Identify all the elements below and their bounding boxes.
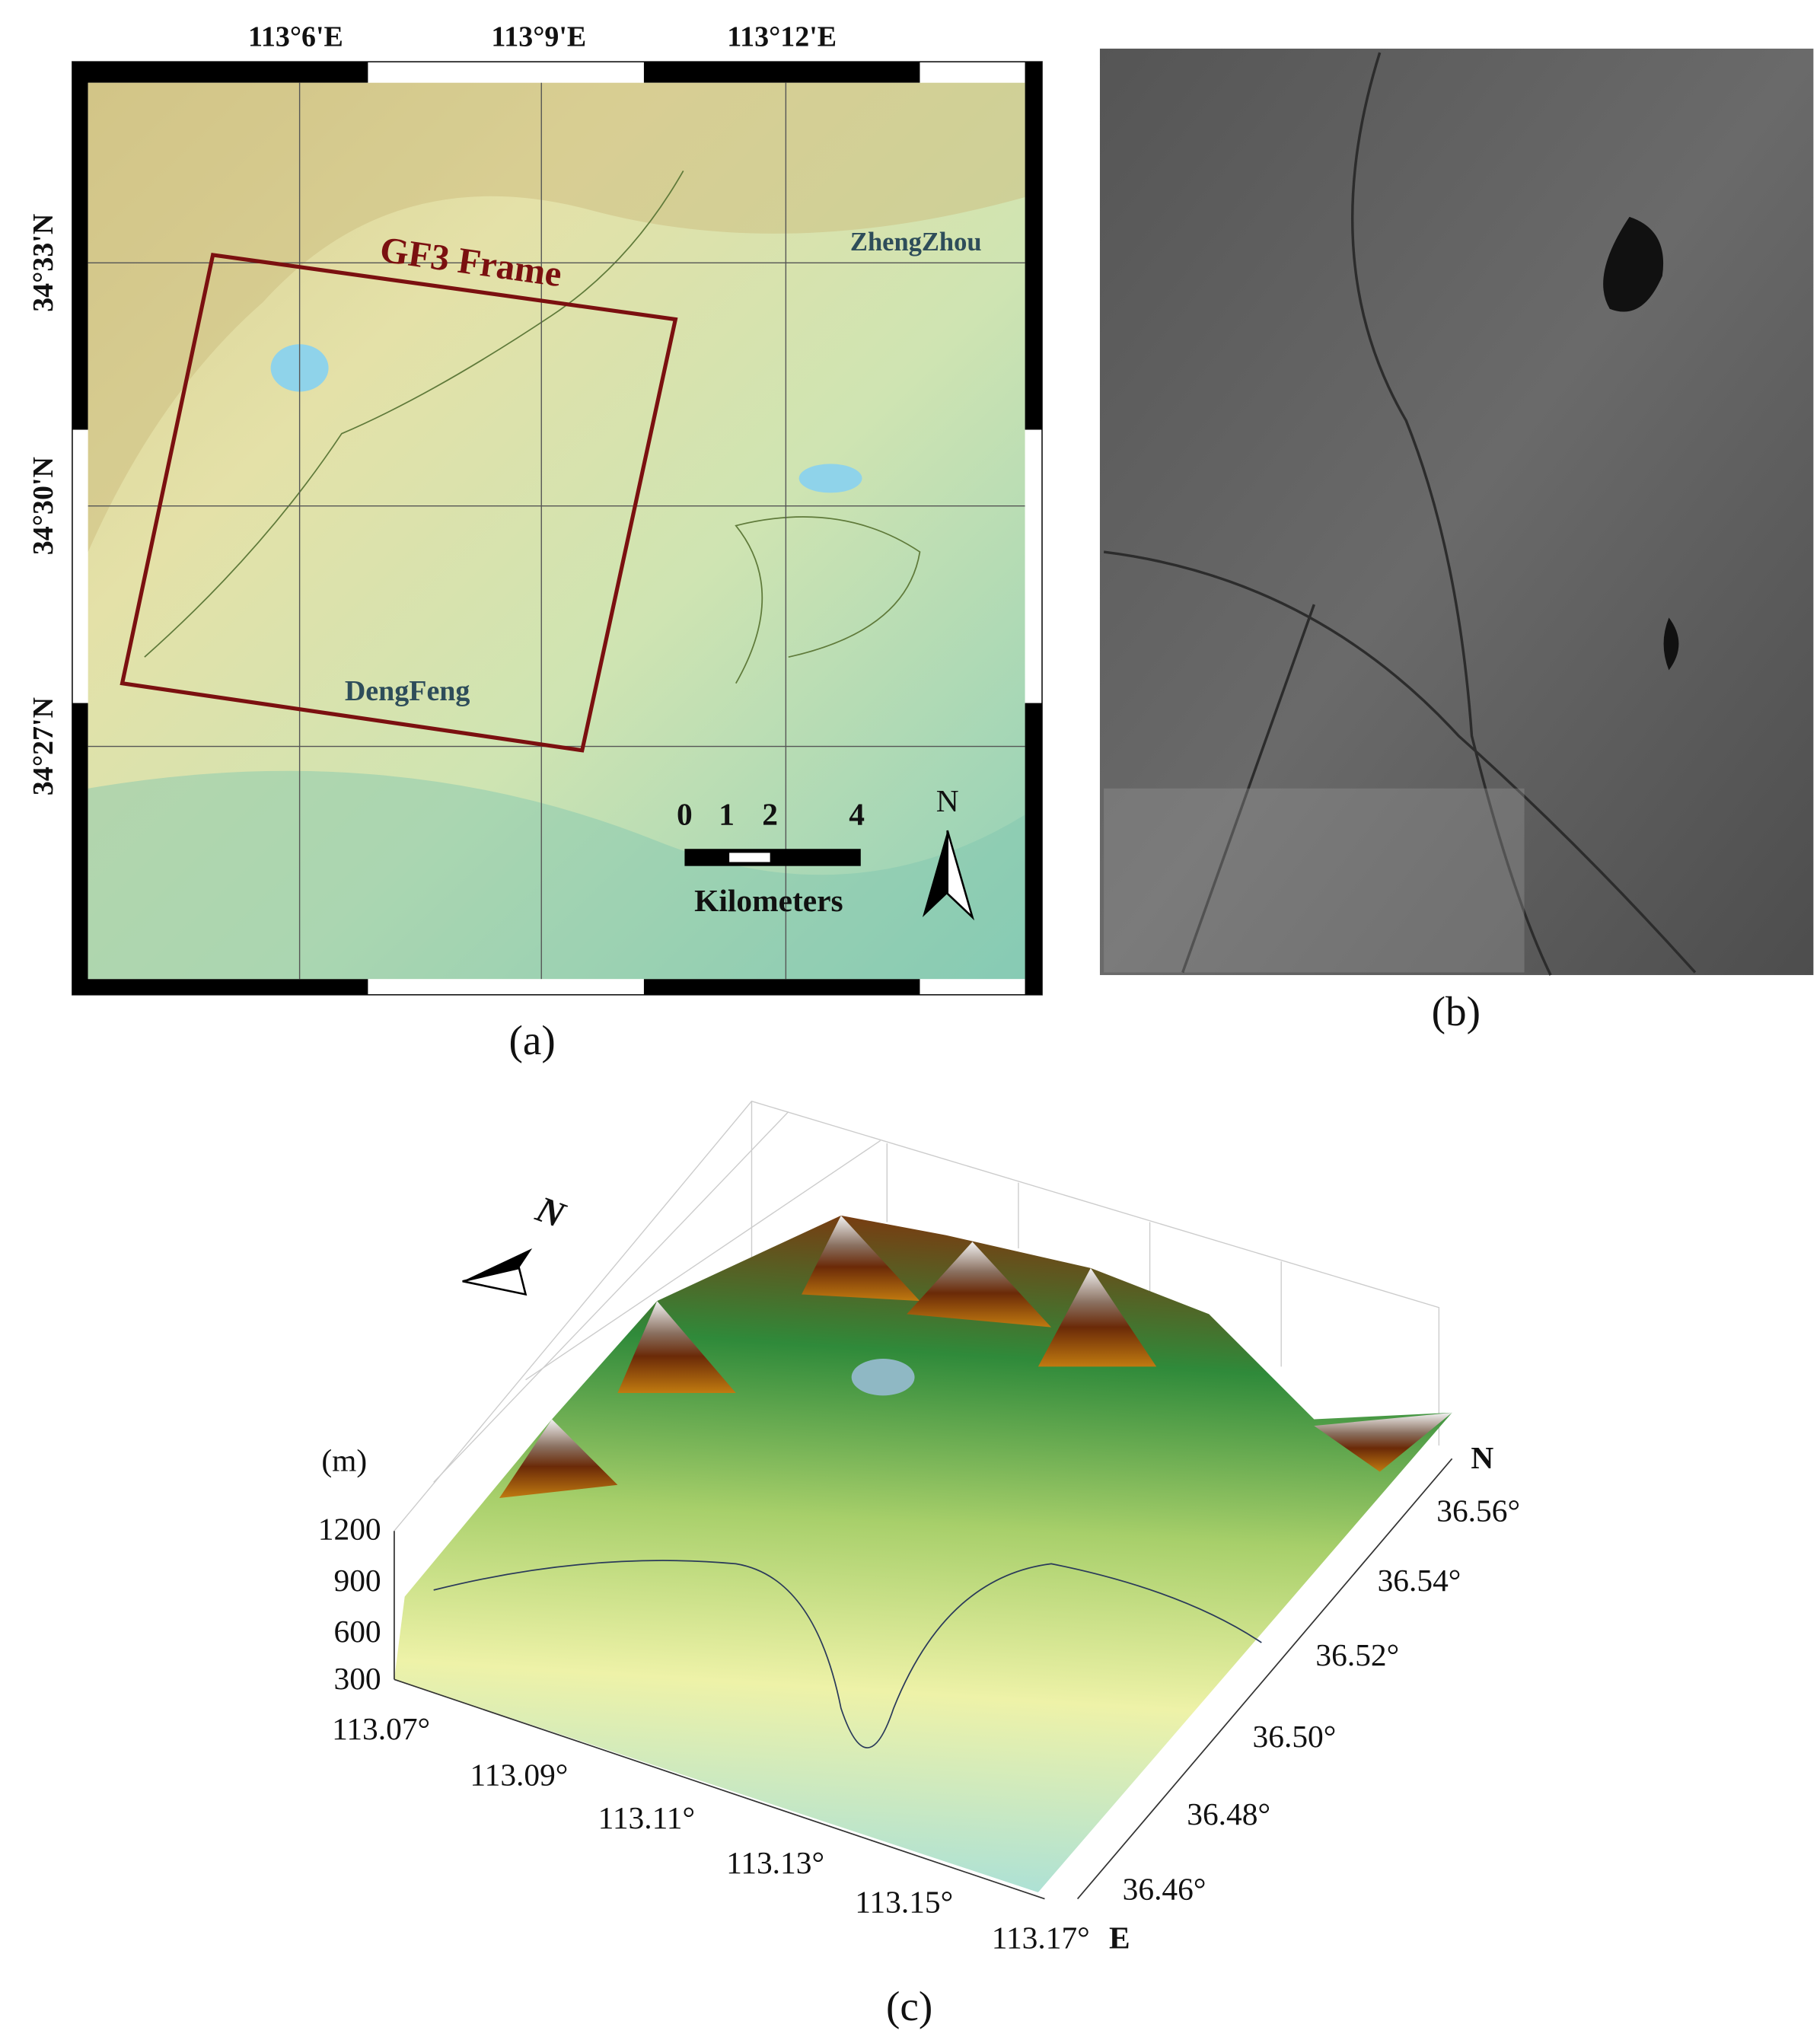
x-tick-label: 113.07°: [332, 1711, 430, 1746]
z-tick-label: 900: [334, 1563, 381, 1598]
border-segment: [643, 979, 920, 995]
x-axis-label: E: [1109, 1920, 1130, 1955]
north-label: N: [531, 1189, 572, 1237]
y-tick-label: 36.46°: [1123, 1871, 1206, 1906]
peak: [802, 1215, 920, 1302]
lake: [798, 464, 862, 493]
y-tick-label: 36.52°: [1315, 1637, 1399, 1672]
lat-label: 34°33'N: [27, 214, 59, 312]
z-tick-label: 300: [334, 1661, 381, 1696]
caption: (a): [509, 1017, 556, 1063]
scale-label: 0: [677, 796, 693, 831]
y-axis-label: N: [1471, 1440, 1493, 1475]
x-tick-label: 113.11°: [598, 1800, 695, 1835]
terrain: [88, 82, 1025, 980]
place-label: DengFeng: [345, 675, 470, 707]
peak: [1037, 1267, 1157, 1367]
caption: (c): [886, 1983, 932, 2029]
x-tick-label: 113.13°: [726, 1845, 824, 1880]
panel-b: (b): [1099, 48, 1814, 1034]
scale-unit: Kilometers: [694, 883, 843, 918]
contour: [433, 1560, 1262, 1748]
peak: [907, 1242, 1052, 1328]
lat-label: 34°27'N: [27, 697, 59, 795]
lon-label: 113°6'E: [248, 21, 343, 53]
lat-label: 34°30'N: [27, 457, 59, 555]
caption: (b): [1432, 988, 1481, 1034]
north-label: N: [936, 783, 959, 818]
scale-label: 1: [719, 796, 735, 831]
sar-water: [1603, 216, 1679, 671]
z-tick-label: 600: [334, 1614, 381, 1649]
graticule: [88, 82, 1025, 980]
x-tick-label: 113.15°: [855, 1885, 953, 1920]
lowland: [88, 770, 1025, 980]
gf3-frame: [120, 253, 678, 753]
north-arrow: N: [462, 1189, 572, 1296]
border-segment: [72, 62, 368, 83]
border-segment: [1025, 62, 1042, 430]
panel-c: (m) 1200 900 600 300 113.07° 113.09° 113…: [318, 1100, 1520, 2029]
peak: [499, 1419, 618, 1499]
y-tick-label: 36.56°: [1436, 1493, 1520, 1528]
x-tick-label: 113.17°: [992, 1920, 1090, 1955]
scale-label: 4: [849, 796, 865, 831]
border-segment: [643, 62, 920, 83]
sar-urban: [1104, 788, 1525, 973]
peak: [1314, 1412, 1452, 1472]
x-tick-label: 113.09°: [470, 1757, 568, 1792]
sar-lines: [1103, 52, 1697, 976]
panel-a: 113°6'E 113°9'E 113°12'E 34°33'N 34°30'N…: [27, 21, 1043, 1063]
lon-label: 113°9'E: [491, 21, 586, 53]
scale-label: 2: [762, 796, 778, 831]
sar-image: [1099, 48, 1814, 975]
y-tick-label: 36.48°: [1187, 1796, 1270, 1831]
place-label: ZhengZhou: [850, 228, 982, 257]
border-segment: [72, 62, 88, 430]
y-tick-label: 36.54°: [1378, 1563, 1461, 1598]
border-segment: [72, 703, 88, 995]
z-unit: (m): [321, 1443, 367, 1479]
border-segment: [72, 979, 368, 995]
z-tick-label: 1200: [318, 1511, 381, 1546]
contour: [144, 171, 921, 684]
north-arrow: N: [922, 783, 975, 921]
border-segment: [1025, 703, 1042, 995]
hills: [88, 82, 1025, 553]
lake: [851, 1359, 915, 1396]
axes: [394, 1458, 1453, 1900]
lon-label: 113°12'E: [727, 21, 837, 53]
scale-bar: 0 1 2 4 Kilometers: [677, 796, 865, 918]
y-tick-label: 36.50°: [1253, 1719, 1337, 1754]
